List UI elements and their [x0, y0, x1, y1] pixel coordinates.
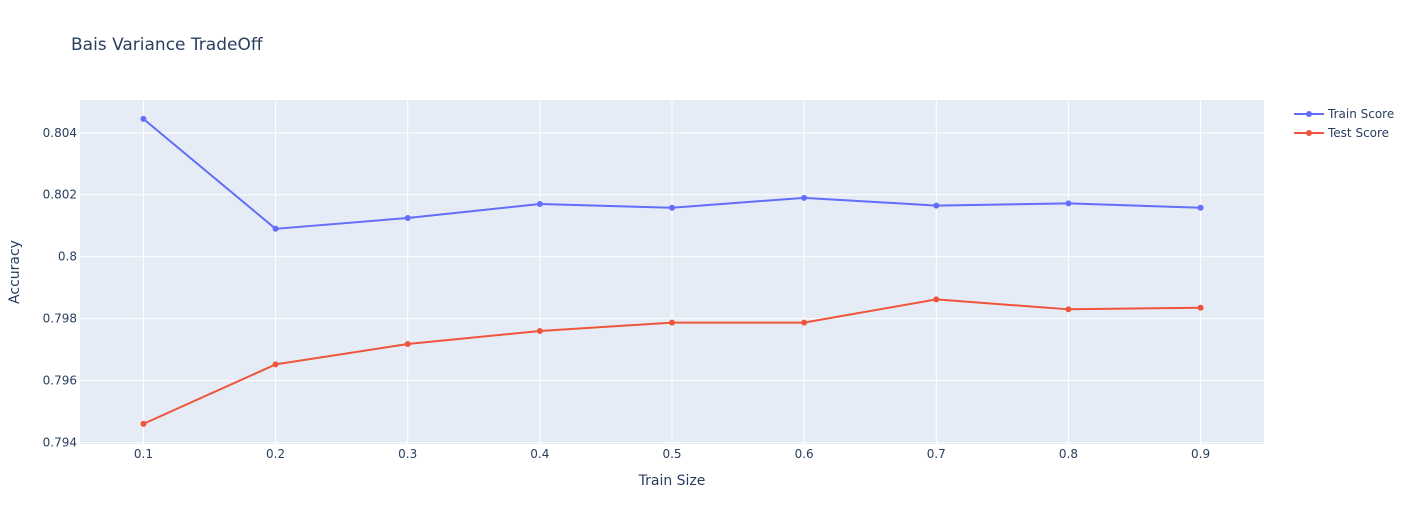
- x-tick-label: 0.2: [266, 447, 285, 461]
- x-axis-ticks: 0.1 0.2 0.3 0.4 0.5 0.6 0.7 0.8 0.9: [134, 447, 1210, 461]
- x-tick-label: 0.8: [1059, 447, 1078, 461]
- legend-swatch-marker: [1306, 111, 1312, 117]
- x-tick-label: 0.5: [662, 447, 681, 461]
- legend-item[interactable]: Train Score: [1294, 107, 1394, 121]
- data-point[interactable]: [801, 194, 808, 201]
- y-axis-title: Accuracy: [7, 240, 23, 304]
- data-point[interactable]: [1197, 304, 1204, 311]
- x-tick-label: 0.7: [927, 447, 946, 461]
- data-point[interactable]: [140, 420, 147, 427]
- y-tick-label: 0.8: [58, 250, 77, 264]
- data-point[interactable]: [669, 319, 675, 326]
- data-point[interactable]: [1197, 204, 1204, 211]
- series-train-score: [140, 115, 1204, 232]
- x-tick-label: 0.1: [134, 447, 153, 461]
- x-axis-title: Train Size: [638, 473, 706, 489]
- data-point[interactable]: [404, 340, 411, 347]
- x-tick-label: 0.6: [795, 447, 814, 461]
- legend: Train Score Test Score: [1294, 107, 1394, 140]
- y-tick-label: 0.798: [43, 312, 77, 326]
- data-point[interactable]: [1065, 200, 1072, 207]
- series-layer: [140, 115, 1204, 427]
- legend-label: Train Score: [1327, 107, 1394, 121]
- chart-title: Bais Variance TradeOff: [71, 35, 264, 55]
- legend-label: Test Score: [1327, 126, 1389, 140]
- y-tick-label: 0.794: [43, 435, 77, 449]
- legend-item[interactable]: Test Score: [1294, 126, 1389, 140]
- x-tick-label: 0.3: [398, 447, 417, 461]
- data-point[interactable]: [536, 327, 543, 334]
- y-tick-label: 0.802: [43, 188, 77, 202]
- legend-swatch-marker: [1306, 130, 1312, 136]
- series-test-score: [140, 296, 1204, 427]
- data-point[interactable]: [933, 296, 940, 303]
- x-tick-label: 0.4: [530, 447, 549, 461]
- data-point[interactable]: [536, 201, 543, 208]
- data-point[interactable]: [140, 115, 147, 122]
- y-tick-label: 0.796: [43, 374, 77, 388]
- gridlines: [80, 100, 1264, 444]
- data-point[interactable]: [272, 361, 279, 368]
- y-tick-label: 0.804: [43, 126, 77, 140]
- data-point[interactable]: [404, 214, 411, 221]
- data-point[interactable]: [801, 319, 808, 326]
- data-point[interactable]: [933, 202, 940, 209]
- data-point[interactable]: [272, 225, 279, 232]
- y-axis-ticks: 0.794 0.796 0.798 0.8 0.802 0.804: [43, 126, 77, 450]
- data-point[interactable]: [1065, 306, 1072, 313]
- x-tick-label: 0.9: [1191, 447, 1210, 461]
- data-point[interactable]: [669, 204, 675, 211]
